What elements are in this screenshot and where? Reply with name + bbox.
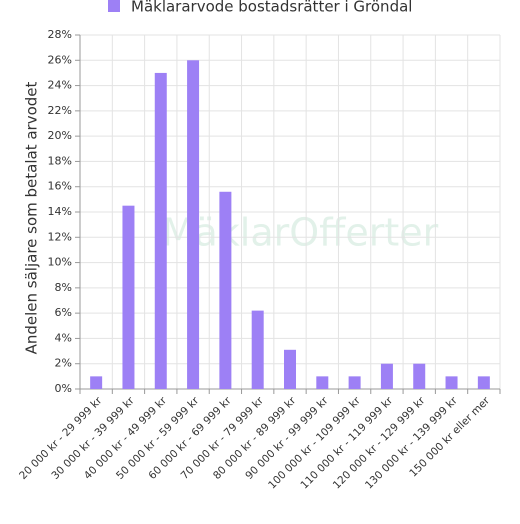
y-tick-label: 24%: [48, 79, 72, 92]
legend-swatch: [108, 0, 120, 12]
bar: [477, 376, 490, 389]
bar: [90, 376, 103, 389]
y-tick-label: 6%: [55, 306, 72, 319]
y-tick-label: 28%: [48, 28, 72, 41]
y-tick-label: 14%: [48, 205, 72, 218]
y-tick-label: 22%: [48, 104, 72, 117]
y-tick-label: 2%: [55, 357, 72, 370]
y-tick-label: 26%: [48, 53, 72, 66]
y-axis-label: Andelen säljare som betalat arvodet: [23, 81, 41, 354]
bar: [122, 205, 135, 389]
bar: [316, 376, 329, 389]
legend-label: Mäklararvode bostadsrätter i Gröndal: [131, 0, 412, 16]
y-tick-label: 20%: [48, 129, 72, 142]
bar: [219, 191, 232, 389]
y-tick-label: 0%: [55, 382, 72, 395]
y-tick-label: 4%: [55, 331, 72, 344]
bar: [348, 376, 361, 389]
bar: [380, 363, 393, 389]
watermark: MäklarOfferter: [162, 211, 439, 255]
bar: [251, 310, 264, 389]
bar: [154, 72, 167, 389]
bar: [413, 363, 426, 389]
bar: [187, 60, 200, 390]
bar: [445, 376, 458, 389]
y-tick-label: 12%: [48, 230, 72, 243]
y-tick-label: 8%: [55, 281, 72, 294]
y-tick-label: 18%: [48, 154, 72, 167]
y-tick-label: 16%: [48, 180, 72, 193]
bar: [284, 349, 296, 389]
y-tick-label: 10%: [48, 256, 72, 269]
